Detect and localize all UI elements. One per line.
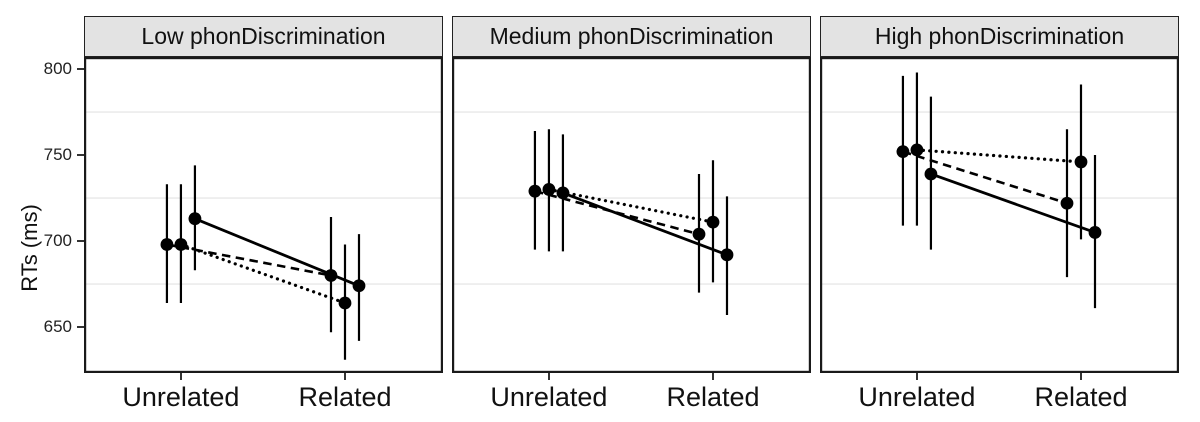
- panel-border: [820, 57, 1179, 373]
- x-tick-label: Related: [298, 382, 392, 412]
- facet-high: High phonDiscrimination: [820, 16, 1179, 373]
- x-tick-mark: [1079, 373, 1082, 380]
- facet-strip-medium: Medium phonDiscrimination: [452, 16, 811, 57]
- panel-plot-medium: [452, 57, 811, 373]
- x-tick-mark: [343, 373, 346, 380]
- series-line-dashed: [902, 150, 1068, 205]
- y-tick-mark: [77, 240, 84, 243]
- y-tick-label: 800: [43, 59, 72, 79]
- panel-border: [452, 57, 811, 373]
- facet-strip-high: High phonDiscrimination: [820, 16, 1179, 57]
- x-tick-label: Unrelated: [122, 382, 240, 412]
- x-tick-label: Related: [666, 382, 760, 412]
- x-tick-mark: [547, 373, 550, 380]
- data-point: [706, 215, 720, 229]
- series-line-dotted: [915, 148, 1083, 164]
- panel-plot-high: [820, 57, 1179, 373]
- data-point: [1060, 196, 1074, 210]
- y-tick-mark: [77, 68, 84, 71]
- y-tick-label: 650: [43, 317, 72, 337]
- data-point: [352, 279, 366, 293]
- x-tick-label: Unrelated: [858, 382, 976, 412]
- panel-background: [452, 57, 811, 373]
- x-tick-label: Unrelated: [490, 382, 608, 412]
- data-point: [338, 296, 352, 310]
- y-tick-label: 750: [43, 145, 72, 165]
- data-point: [160, 238, 174, 251]
- y-tick-mark: [77, 154, 84, 157]
- panel-background: [820, 57, 1179, 373]
- facet-medium: Medium phonDiscrimination: [452, 16, 811, 373]
- facet-strip-low: Low phonDiscrimination: [84, 16, 443, 57]
- data-point: [1088, 226, 1102, 239]
- data-point: [1074, 155, 1088, 169]
- series-line-solid: [562, 191, 728, 257]
- x-tick-mark: [915, 373, 918, 380]
- y-tick-label: 700: [43, 231, 72, 251]
- data-point: [542, 183, 556, 196]
- data-point: [692, 227, 706, 241]
- data-point: [720, 248, 734, 262]
- panel-border: [84, 57, 443, 373]
- x-tick-mark: [711, 373, 714, 380]
- facet-low: Low phonDiscrimination: [84, 16, 443, 373]
- data-point: [174, 238, 188, 251]
- panel-plot-low: [84, 57, 443, 373]
- data-point: [924, 167, 938, 181]
- series-line-solid: [930, 172, 1096, 234]
- x-tick-label: Related: [1034, 382, 1128, 412]
- x-tick-mark: [179, 373, 182, 380]
- data-point: [324, 269, 338, 282]
- panel-background: [84, 57, 443, 373]
- data-point: [528, 184, 542, 198]
- data-point: [896, 145, 910, 159]
- data-point: [188, 212, 202, 226]
- data-point: [910, 143, 924, 157]
- y-tick-mark: [77, 326, 84, 329]
- data-point: [556, 186, 570, 200]
- series-line-dotted: [547, 187, 715, 224]
